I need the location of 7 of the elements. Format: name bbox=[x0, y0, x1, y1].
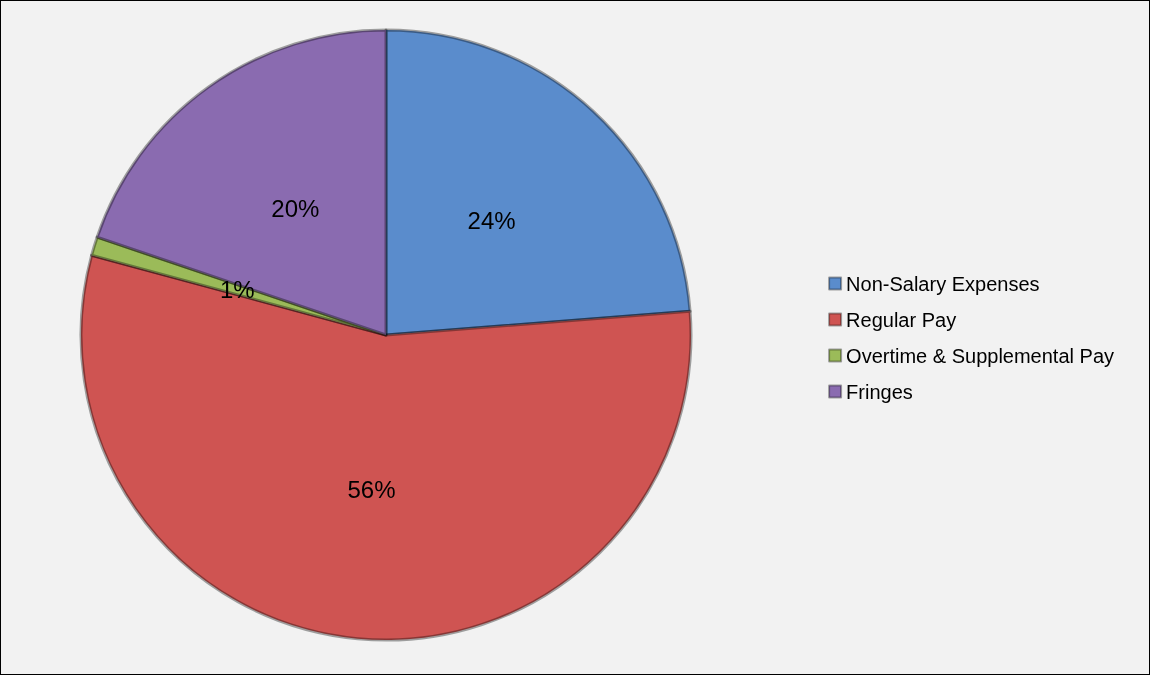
data-label: 56% bbox=[347, 476, 396, 504]
legend-label: Fringes bbox=[846, 380, 913, 403]
data-label: 24% bbox=[467, 207, 516, 235]
legend-label: Regular Pay bbox=[846, 308, 957, 331]
data-label: 20% bbox=[271, 195, 320, 223]
legend-label: Overtime & Supplemental Pay bbox=[846, 344, 1115, 367]
legend-label: Non-Salary Expenses bbox=[846, 272, 1040, 295]
